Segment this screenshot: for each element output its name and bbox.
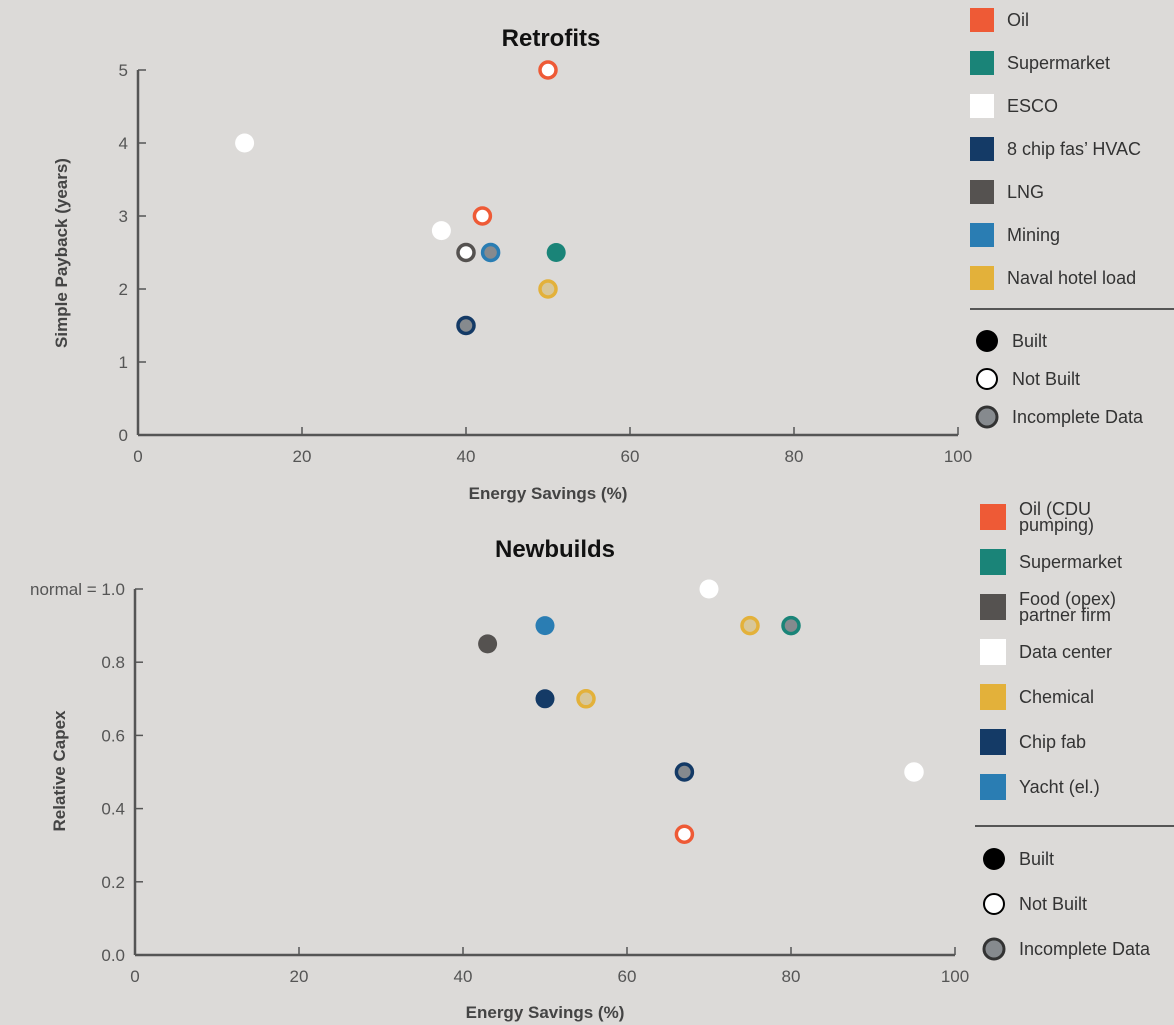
legend-not-built-marker [976,368,998,390]
legend-swatch-supermarket [980,549,1006,575]
x-tick-label: 60 [618,967,637,986]
legend-label: Oil (CDU pumping) [1019,499,1094,535]
data-point-supermarket [546,243,566,262]
y-axis-label: Simple Payback (years) [52,158,71,348]
legend-label: Yacht (el.) [1019,777,1100,797]
legend-swatch-chemical [980,684,1006,710]
legend-not-built-marker [983,893,1005,915]
legend: Oil Supermarket ESCO 8 chip fas’ HVAC LNG Min… [970,8,1174,429]
legend-status-label: Not Built [1012,369,1080,389]
legend-label: Naval hotel load [1007,268,1136,288]
data-point-chip-fab [535,689,555,709]
y-tick-label: 0 [119,426,128,445]
legend-label: Supermarket [1019,552,1122,572]
data-point-chemical [576,689,596,709]
legend-label: 8 chip fas’ HVAC [1007,139,1141,159]
x-tick-label: 0 [133,447,142,466]
legend-status-label: Incomplete Data [1019,939,1151,959]
y-tick-label: 3 [119,207,128,226]
data-point-data-center [904,762,924,782]
legend-label: Oil [1007,10,1029,30]
y-tick-label: 4 [119,134,128,153]
data-point-esco [431,221,451,241]
y-axis-label: Relative Capex [50,710,69,831]
legend-label: Food (opex) partner firm [1019,589,1116,625]
legend-swatch-mining [970,223,994,247]
y-tick-label: 0.6 [101,726,125,745]
x-tick-label: 80 [782,967,801,986]
chart-title: Newbuilds [495,536,615,563]
y-tick-label: 5 [119,61,128,80]
legend-swatch-yacht-el [980,774,1006,800]
legend-status-label: Built [1019,849,1054,869]
y-tick-label: 0.4 [101,800,125,819]
y-tick-label: 2 [119,280,128,299]
x-tick-label: 40 [457,447,476,466]
legend-incomplete-marker [982,937,1006,961]
x-tick-label: 100 [941,967,969,986]
legend-label: Supermarket [1007,53,1110,73]
data-point-supermarket [781,615,801,636]
legend-label: ESCO [1007,96,1058,116]
legend-label: LNG [1007,182,1044,202]
data-point-data-center [699,579,719,599]
data-point-chemical [740,615,760,636]
legend-label: Mining [1007,225,1060,245]
y-tick-label: 1 [119,353,128,372]
data-point-yacht-el [535,616,555,636]
newbuilds-chart: Newbuilds Energy Savings (%) Relative Ca… [30,499,1174,1022]
data-point-oil [472,206,493,226]
legend-swatch-oil [970,8,994,32]
x-tick-label: 80 [785,447,804,466]
legend: Oil (CDU pumping) Supermarket Food (opex) pa… [975,499,1174,961]
legend-label: Chemical [1019,687,1094,707]
x-tick-label: 40 [454,967,473,986]
data-point-mining [480,242,501,263]
x-tick-label: 0 [130,967,139,986]
legend-swatch-chip-fab [980,729,1006,755]
y-tick-label: 0.8 [101,653,125,672]
data-point-esco [235,133,255,153]
legend-label: Data center [1019,642,1112,662]
x-axis-label: Energy Savings (%) [466,1003,625,1022]
data-point-naval-hotel-load [538,279,558,299]
x-tick-label: 20 [290,967,309,986]
legend-swatch-8-chip-fas-hvac [970,137,994,161]
data-point-8-chip-fas-hvac [456,315,476,336]
data-point-food-opex-partner-firm [478,634,498,654]
legend-status-label: Not Built [1019,894,1087,914]
legend-built-marker [976,330,998,352]
legend-incomplete-marker [975,405,999,429]
legend-label: Chip fab [1019,732,1086,752]
data-point-oil-cdu-pumping [674,824,695,844]
x-tick-label: 20 [293,447,312,466]
retrofits-chart: Retrofits Energy Savings (%) Simple Payb… [52,8,1174,503]
legend-swatch-data-center [980,639,1006,665]
y-tick-label: normal = 1.0 [30,580,125,599]
legend-status-label: Incomplete Data [1012,407,1144,427]
data-point-lng [456,242,476,263]
legend-swatch-oil-cdu-pumping [980,504,1006,530]
legend-built-marker [983,848,1005,870]
chart-title: Retrofits [502,25,601,52]
legend-swatch-naval-hotel-load [970,266,994,290]
legend-swatch-lng [970,180,994,204]
legend-swatch-esco [970,94,994,118]
x-tick-label: 100 [944,447,972,466]
legend-swatch-supermarket [970,51,994,75]
y-tick-label: 0.0 [101,946,125,965]
data-point-chip-fab [674,762,695,782]
x-axis-label: Energy Savings (%) [469,484,628,503]
legend-swatch-food-opex-partner-firm [980,594,1006,620]
x-tick-label: 60 [621,447,640,466]
data-point-oil [538,60,558,80]
legend-status-label: Built [1012,331,1047,351]
y-tick-label: 0.2 [101,873,125,892]
